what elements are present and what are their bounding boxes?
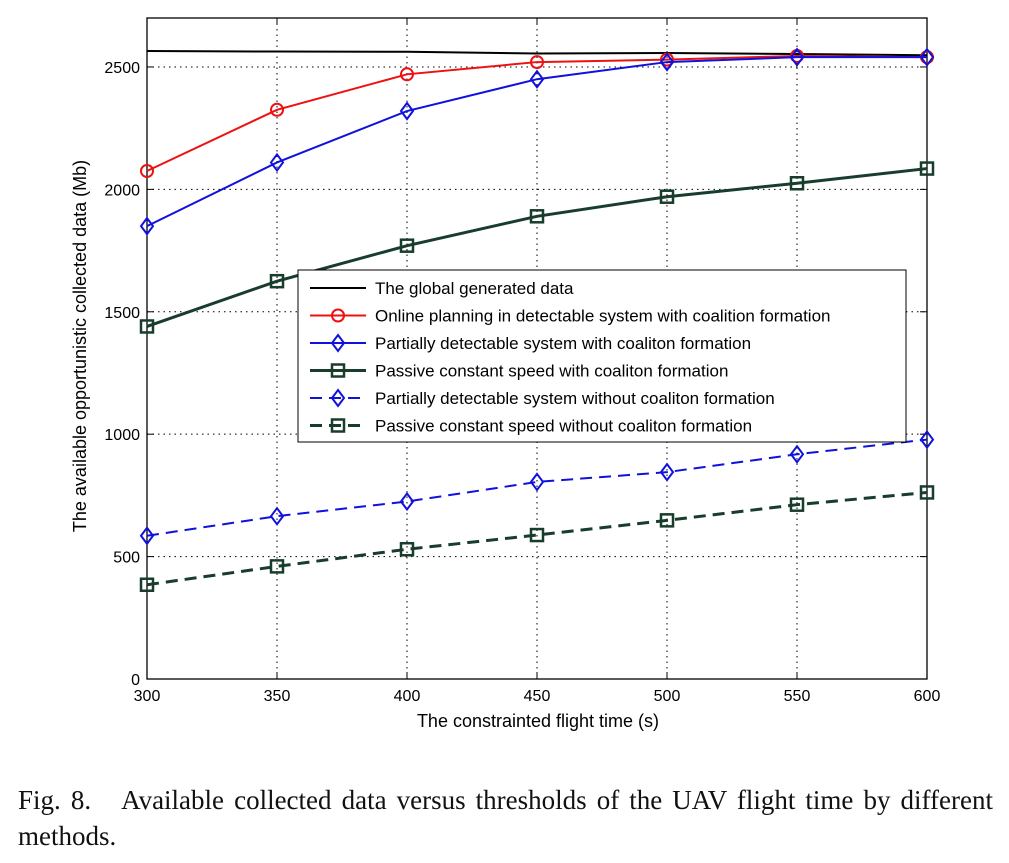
- x-tick-label: 500: [654, 688, 681, 705]
- data-point: [139, 526, 155, 546]
- data-point: [139, 319, 155, 334]
- legend-label: Partially detectable system without coal…: [375, 389, 775, 408]
- data-point: [659, 513, 675, 528]
- series-4: [139, 161, 935, 334]
- x-tick-label: 350: [264, 688, 291, 705]
- data-point: [529, 209, 545, 224]
- legend-item: Passive constant speed without coaliton …: [310, 417, 752, 436]
- legend-marker: [330, 418, 346, 433]
- data-point: [399, 101, 415, 121]
- figure-caption-label: Fig. 8.: [18, 785, 92, 815]
- y-tick-label: 2500: [104, 60, 140, 77]
- series-1: [146, 50, 928, 57]
- figure-caption: Fig. 8. Available collected data versus t…: [18, 782, 993, 854]
- data-point: [269, 273, 285, 289]
- legend-label: Passive constant speed without coaliton …: [375, 417, 752, 436]
- legend: The global generated data Online planning…: [297, 269, 907, 443]
- data-point: [399, 491, 415, 512]
- series-3: [139, 47, 935, 236]
- y-axis-label: The available opportunistic collected da…: [70, 160, 90, 532]
- data-point: [919, 485, 935, 500]
- series-line: [146, 167, 928, 328]
- legend-label: The global generated data: [375, 279, 574, 298]
- series-line: [146, 56, 927, 227]
- data-point: [529, 69, 545, 89]
- legend-item: The global generated data: [310, 279, 574, 298]
- data-point: [659, 52, 675, 72]
- data-point: [530, 55, 544, 70]
- series-6: [139, 485, 935, 592]
- data-point: [789, 176, 805, 191]
- data-point: [269, 559, 285, 574]
- series-line: [146, 50, 928, 57]
- y-tick-label: 2000: [104, 182, 140, 199]
- x-tick-label: 300: [134, 688, 161, 705]
- legend-marker: [330, 363, 346, 378]
- x-tick-label: 550: [784, 688, 811, 705]
- data-point: [789, 47, 805, 67]
- data-point: [529, 527, 545, 543]
- series-line: [146, 438, 928, 537]
- axis-ticks: 300 350 400 450 500 550 600 0 500 1000 1500 2000 250…: [104, 18, 940, 705]
- data-point: [269, 152, 285, 173]
- data-point: [529, 472, 545, 492]
- data-point: [659, 189, 675, 204]
- data-point: [789, 497, 805, 512]
- series-line: [146, 54, 928, 172]
- series-group: [139, 47, 935, 592]
- x-tick-label: 450: [524, 688, 551, 705]
- data-point: [269, 506, 285, 526]
- data-point: [270, 102, 284, 117]
- data-point: [659, 462, 675, 482]
- y-tick-label: 1500: [104, 305, 140, 322]
- y-tick-label: 0: [131, 672, 140, 689]
- legend-label: Partially detectable system with coalito…: [375, 334, 751, 353]
- legend-marker: [330, 388, 346, 408]
- data-point: [399, 541, 415, 557]
- x-tick-label: 600: [914, 688, 941, 705]
- data-point: [140, 164, 154, 179]
- legend-item: Passive constant speed with coaliton for…: [310, 362, 728, 381]
- x-axis-label: The constrainted flight time (s): [417, 711, 659, 731]
- legend-item: Partially detectable system without coal…: [310, 388, 775, 408]
- data-point: [919, 429, 935, 450]
- data-point: [399, 238, 415, 253]
- legend-label: Passive constant speed with coaliton for…: [375, 362, 728, 381]
- legend-item: Partially detectable system with coalito…: [310, 333, 751, 353]
- x-tick-label: 400: [394, 688, 421, 705]
- series-5: [139, 429, 935, 546]
- data-point: [919, 47, 935, 67]
- data-point: [400, 67, 414, 82]
- series-2: [140, 48, 934, 179]
- data-point: [139, 577, 155, 592]
- figure-caption-text: Available collected data versus threshol…: [18, 785, 993, 851]
- legend-label: Online planning in detectable system wit…: [375, 307, 830, 326]
- series-line: [146, 490, 928, 587]
- y-tick-label: 1000: [104, 427, 140, 444]
- data-point: [139, 216, 155, 236]
- chart-canvas: 300 350 400 450 500 550 600 0 500 1000 1500 2000 250…: [70, 17, 940, 731]
- data-point: [919, 161, 935, 176]
- y-tick-label: 500: [113, 550, 140, 567]
- legend-marker: [331, 308, 345, 323]
- legend-box: [297, 269, 907, 443]
- data-point: [789, 444, 805, 464]
- legend-marker: [330, 333, 346, 353]
- legend-item: Online planning in detectable system wit…: [310, 307, 830, 326]
